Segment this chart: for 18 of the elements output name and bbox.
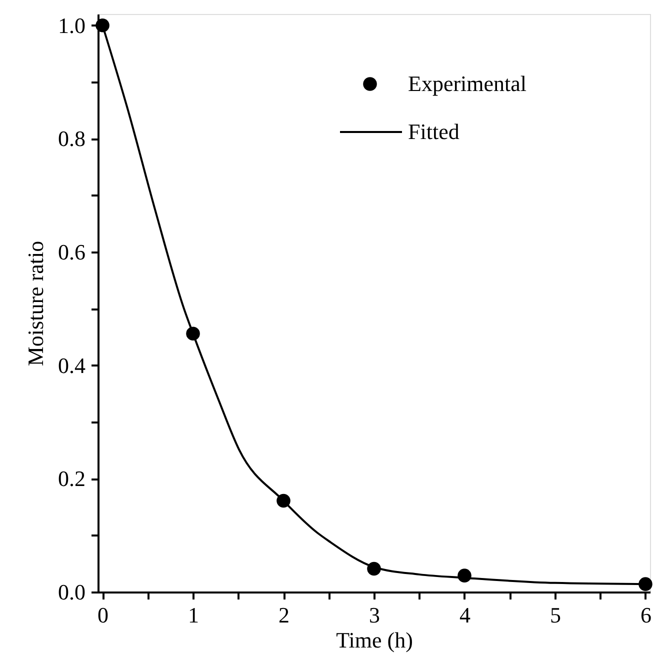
x-tick-label: 3 (369, 602, 380, 628)
x-tick-label: 6 (640, 602, 652, 628)
y-tick-label: 0.0 (58, 580, 86, 604)
y-tick-label: 0.6 (58, 240, 86, 264)
x-axis-title: Time (h) (336, 628, 413, 652)
point (638, 577, 652, 591)
x-tick-label: 0 (98, 602, 109, 628)
y-tick-label: 0.2 (58, 466, 86, 492)
y-tick-label: 0.4 (58, 352, 86, 378)
x-tick-label: 2 (278, 602, 290, 628)
legend-label: Experimental (408, 71, 527, 96)
x-tick-label: 4 (459, 602, 470, 628)
x-tick-label: 1 (188, 602, 200, 628)
y-tick-label: 0.8 (58, 126, 86, 152)
x-tick-label: 5 (550, 602, 561, 628)
legend-label: Fitted (408, 119, 460, 144)
y-axis-title: Moisture ratio (23, 240, 48, 366)
y-tick-label: 1.0 (58, 12, 86, 38)
